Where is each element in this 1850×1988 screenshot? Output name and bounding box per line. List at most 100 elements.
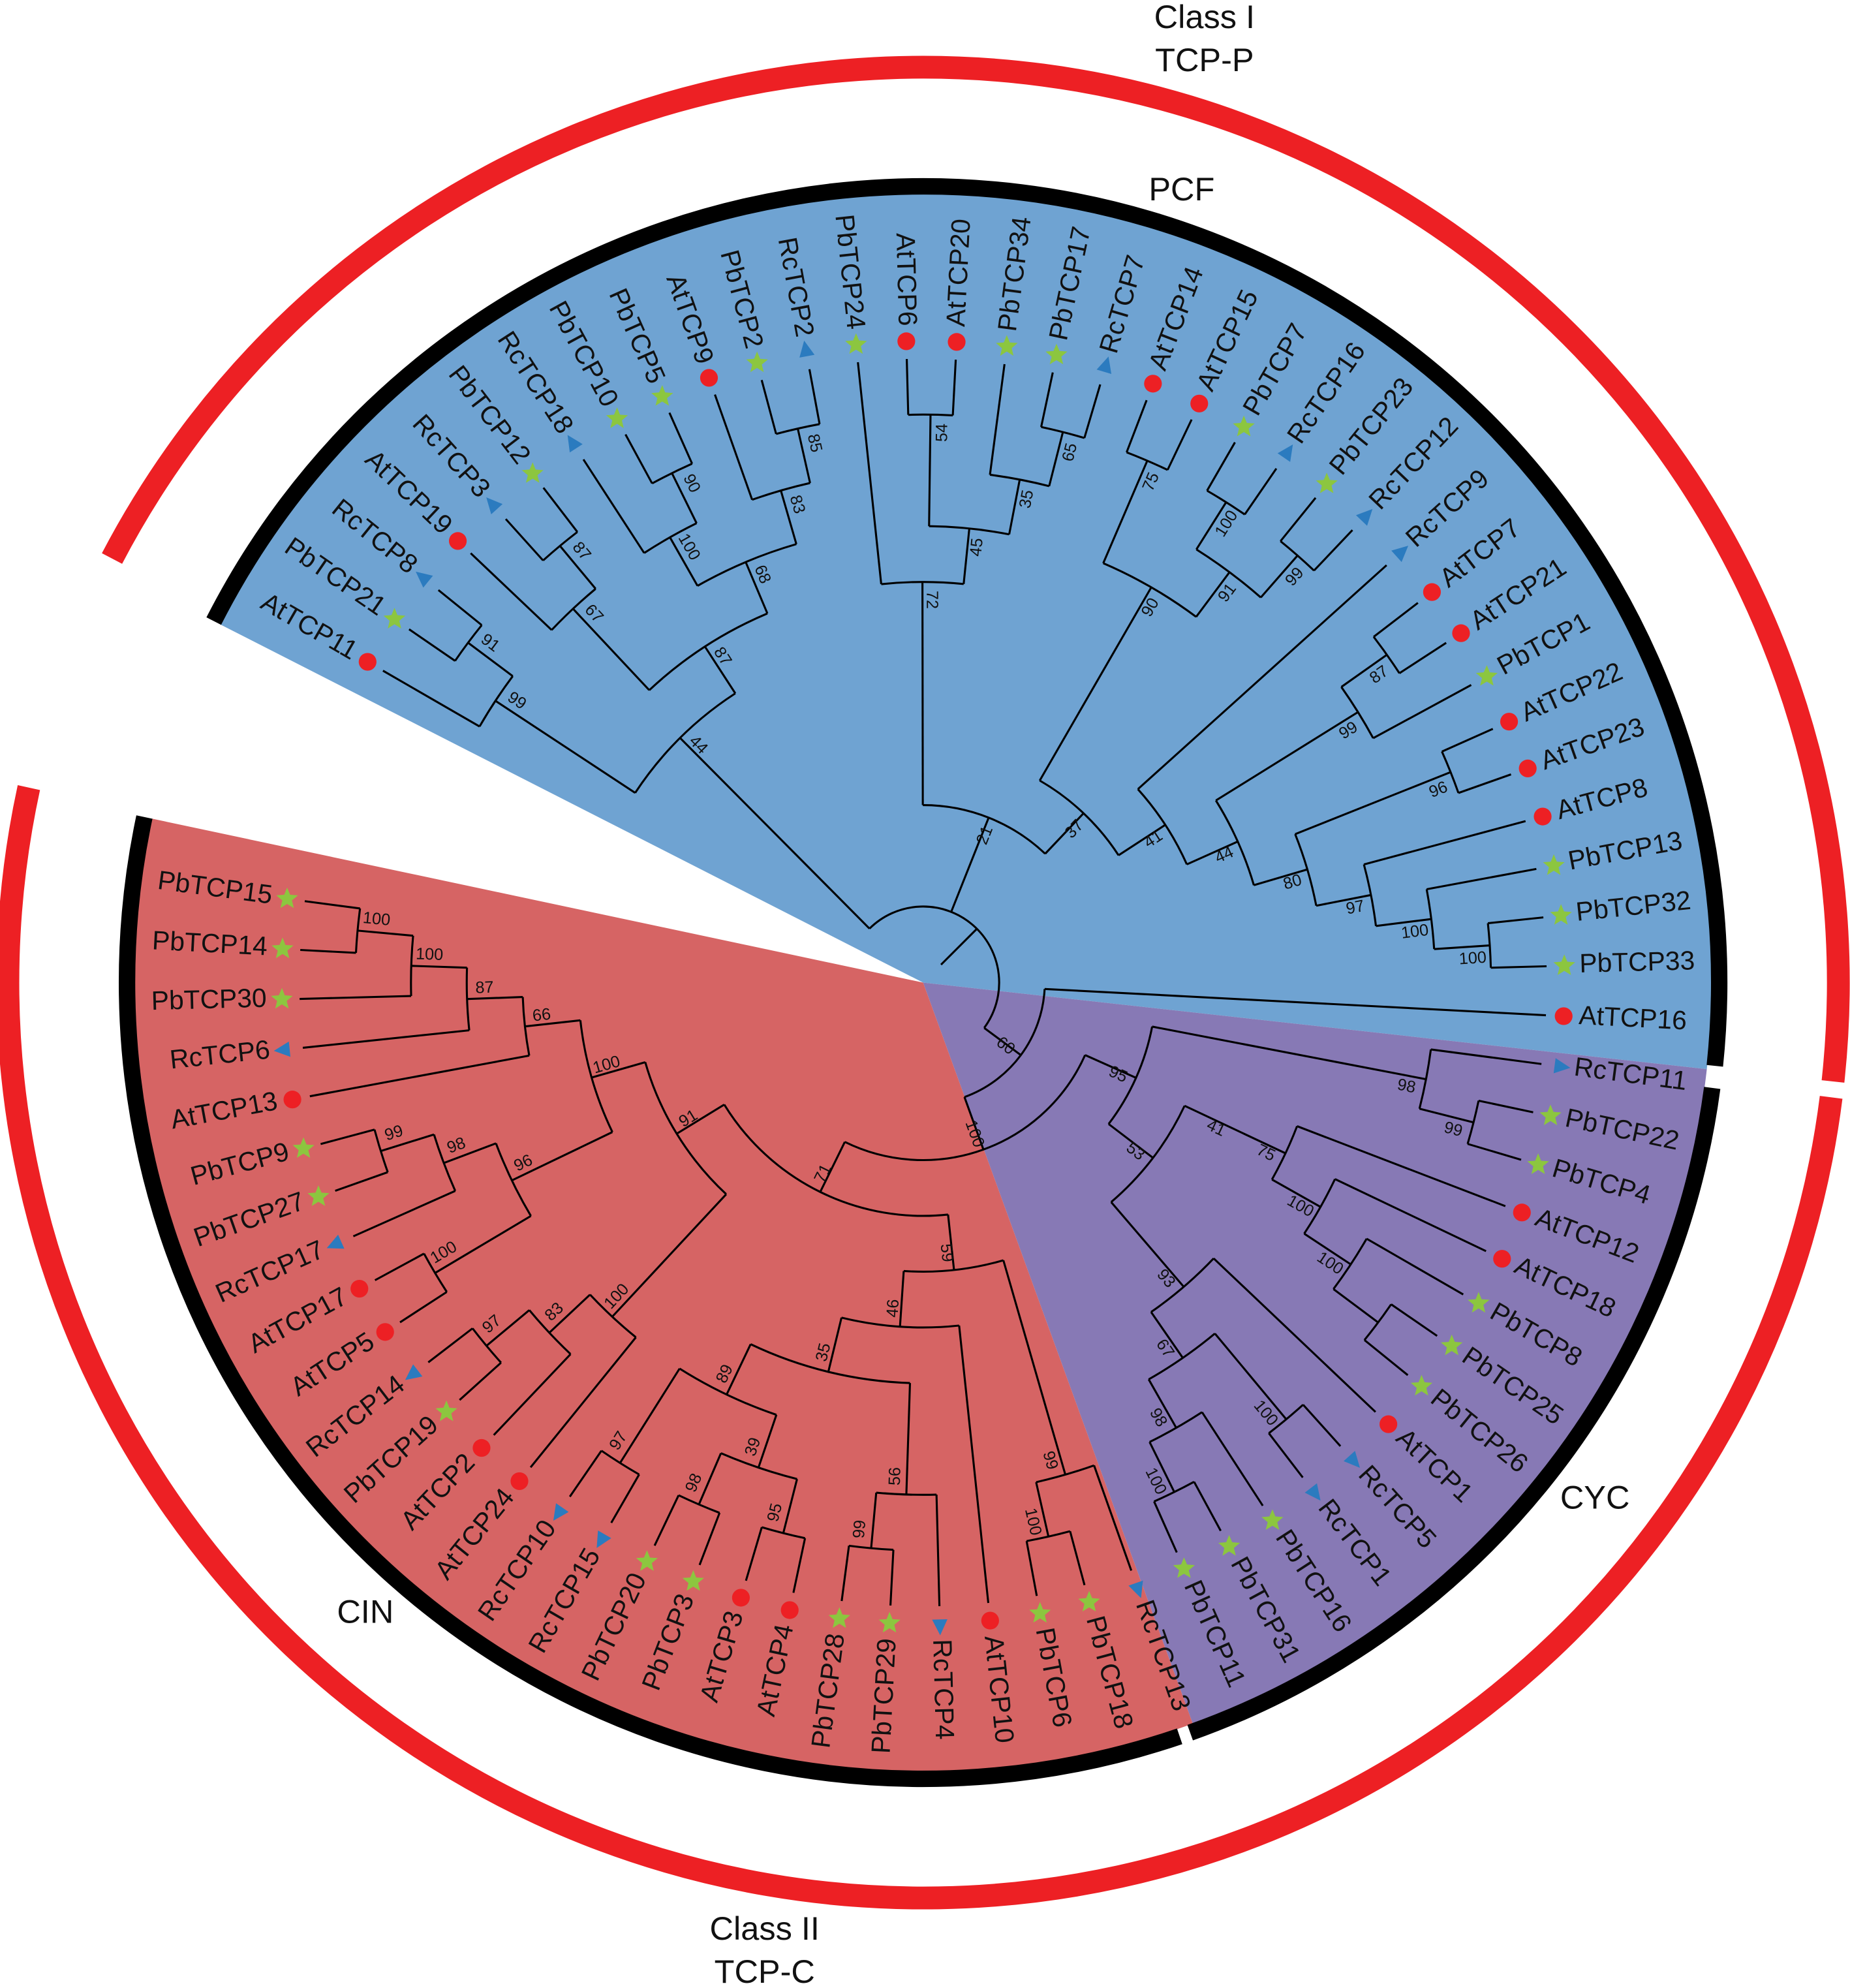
leaf-label: PbTCP14 [151,925,268,961]
red-circle-icon [897,332,916,350]
blue-triangle-icon [1343,1451,1361,1468]
blue-triangle-icon [932,1619,948,1636]
leaf: PbTCP29 [865,1611,902,1754]
blue-triangle-icon [1128,1580,1143,1598]
branch [1376,918,1432,927]
cyc-ring [1187,1087,1721,1741]
green-star-icon [521,462,544,483]
branch [792,1538,807,1593]
class-ii-ring [0,785,1843,1910]
bootstrap-value: 72 [923,591,941,609]
branch [1316,893,1372,907]
branch [1186,840,1239,865]
leaf: PbTCP30 [151,983,293,1016]
branch [989,364,1006,475]
branch [1044,987,1547,1017]
branch [611,1193,728,1318]
red-circle-icon [448,532,467,550]
branch-arc [1363,864,1378,926]
green-star-icon [1029,1602,1051,1623]
branch [1340,653,1388,688]
blue-triangle-icon [1553,1058,1571,1074]
green-star-icon [271,937,294,959]
branch [399,1291,448,1324]
branch [698,1452,722,1505]
class-i-sublabel: TCP-P [1155,41,1254,78]
branch-arc [903,1259,1004,1273]
green-star-icon [307,1185,330,1206]
branch-arc [1372,636,1400,674]
branch-arc [908,413,953,416]
red-circle-icon [376,1323,394,1341]
red-circle-icon [472,1438,491,1457]
red-circle-icon [732,1589,750,1607]
bootstrap-value: 87 [475,978,494,997]
branch-arc [1303,1178,1336,1235]
branch [1363,1339,1409,1376]
cin-label: CIN [337,1593,393,1630]
red-circle-icon [1500,713,1519,731]
branch [1372,684,1472,739]
green-star-icon [435,1400,457,1421]
branch [1390,1303,1438,1337]
branch [357,929,414,937]
leaf-label: PbTCP33 [1579,945,1695,978]
cin-ring [119,815,1182,1788]
green-star-icon [1543,854,1565,875]
branch [572,608,651,691]
bootstrap-value: 45 [966,537,987,557]
pcf-ring [206,178,1728,1067]
blue-triangle-icon [326,1234,345,1249]
branch [757,1414,778,1468]
classification-rings [0,55,1850,1910]
branch-arc [1137,788,1188,865]
branch [1150,1311,1184,1359]
blue-triangle-icon [799,340,815,358]
branch-arc [720,1452,797,1480]
branch [899,1271,905,1327]
green-star-icon [276,887,298,909]
bootstrap-value: 35 [1016,488,1038,510]
branch [302,1029,470,1049]
bootstrap-value: 95 [763,1501,786,1523]
branch [1126,399,1148,453]
blue-triangle-icon [567,435,583,453]
branch [857,362,882,585]
branch [1152,1025,1426,1081]
branch [1118,824,1166,856]
leaf: AtTCP20 [940,218,976,351]
branch [676,1104,725,1135]
branch [760,379,777,435]
branch [427,1328,474,1363]
blue-triangle-icon [553,1503,569,1521]
branch [827,1317,843,1373]
branch [1110,1201,1185,1288]
branch [797,428,811,484]
bootstrap-value: 65 [1058,441,1081,463]
green-star-icon [1173,1557,1195,1578]
leaf-label: AtTCP16 [1578,1000,1688,1036]
red-circle-icon [358,653,377,671]
branch [745,561,769,614]
red-circle-icon [1190,394,1209,412]
branch [1025,1540,1038,1596]
branch [669,536,699,587]
branch-arc [750,1343,910,1384]
green-star-icon [383,608,406,629]
branch [529,1337,637,1468]
branch [1426,867,1537,891]
bootstrap-value: 46 [883,1299,902,1318]
branch [437,589,483,627]
branch [780,490,797,545]
blue-triangle-icon [1391,546,1409,563]
green-star-icon [1440,1334,1463,1356]
green-star-icon [271,987,293,1009]
green-star-icon [651,384,673,406]
leaf-label: RcTCP4 [927,1639,960,1740]
branch [1107,1123,1154,1159]
branch [963,1096,985,1150]
red-circle-icon [1452,624,1470,642]
branch [467,642,514,677]
branch [1085,1054,1137,1079]
branch [1093,1465,1133,1571]
